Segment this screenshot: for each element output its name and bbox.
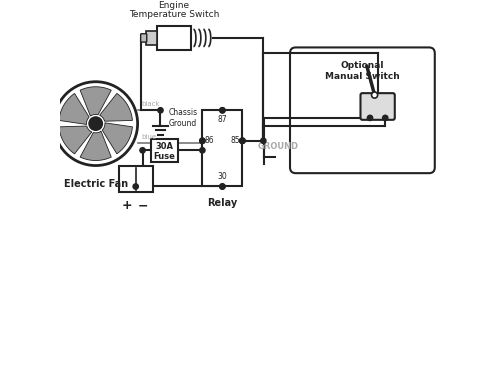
FancyBboxPatch shape bbox=[140, 34, 147, 42]
Text: −: − bbox=[138, 199, 148, 212]
Circle shape bbox=[158, 108, 163, 113]
Circle shape bbox=[200, 147, 205, 153]
FancyBboxPatch shape bbox=[151, 139, 178, 162]
Text: GROUND: GROUND bbox=[258, 142, 299, 151]
Text: 30A: 30A bbox=[156, 142, 174, 151]
FancyBboxPatch shape bbox=[360, 93, 395, 120]
Text: 86: 86 bbox=[204, 136, 214, 145]
Circle shape bbox=[240, 138, 245, 144]
Circle shape bbox=[89, 117, 102, 130]
Text: Temperature Switch: Temperature Switch bbox=[128, 10, 219, 19]
Polygon shape bbox=[80, 87, 112, 116]
FancyBboxPatch shape bbox=[156, 25, 191, 50]
Circle shape bbox=[140, 147, 145, 153]
FancyBboxPatch shape bbox=[202, 110, 242, 186]
Circle shape bbox=[240, 138, 245, 144]
Text: Chassis
Ground: Chassis Ground bbox=[169, 108, 198, 128]
Polygon shape bbox=[80, 131, 112, 161]
Text: 85: 85 bbox=[230, 136, 240, 145]
Text: Optional: Optional bbox=[340, 61, 384, 70]
Circle shape bbox=[220, 108, 225, 113]
FancyBboxPatch shape bbox=[118, 166, 153, 192]
Text: Manual Switch: Manual Switch bbox=[325, 72, 400, 81]
Polygon shape bbox=[102, 123, 132, 154]
Circle shape bbox=[200, 138, 205, 144]
Circle shape bbox=[220, 108, 225, 113]
Circle shape bbox=[200, 138, 205, 144]
FancyBboxPatch shape bbox=[146, 31, 156, 45]
Text: blue: blue bbox=[142, 134, 156, 140]
Text: +: + bbox=[122, 199, 132, 212]
Text: black: black bbox=[142, 101, 160, 107]
Text: 87: 87 bbox=[218, 115, 227, 124]
Polygon shape bbox=[59, 126, 92, 154]
Polygon shape bbox=[100, 93, 132, 121]
Circle shape bbox=[368, 115, 372, 120]
Text: Engine: Engine bbox=[158, 1, 190, 10]
Circle shape bbox=[133, 184, 138, 189]
Circle shape bbox=[220, 184, 225, 189]
Circle shape bbox=[220, 184, 225, 189]
Text: Fuse: Fuse bbox=[154, 152, 175, 161]
Text: Electric Fan: Electric Fan bbox=[64, 179, 128, 189]
Text: Relay: Relay bbox=[208, 198, 238, 208]
Polygon shape bbox=[59, 93, 89, 124]
Circle shape bbox=[372, 92, 378, 98]
Circle shape bbox=[382, 115, 388, 120]
Circle shape bbox=[240, 138, 245, 144]
FancyBboxPatch shape bbox=[290, 47, 435, 173]
Circle shape bbox=[260, 138, 266, 144]
Text: 30: 30 bbox=[218, 173, 228, 181]
